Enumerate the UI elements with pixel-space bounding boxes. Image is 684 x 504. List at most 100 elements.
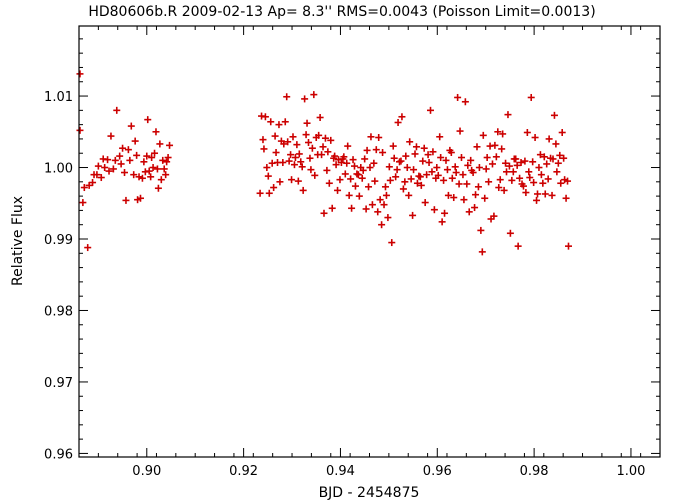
data-point (411, 150, 419, 158)
data-point (117, 160, 125, 168)
data-point (267, 118, 275, 126)
data-point (157, 176, 165, 184)
data-point (441, 209, 449, 217)
data-point (521, 157, 529, 165)
data-point (531, 134, 539, 142)
data-point (442, 156, 450, 164)
data-point (349, 156, 357, 164)
y-tick-label: 0.96 (44, 447, 73, 462)
y-tick-label: 0.98 (44, 304, 73, 319)
data-point (289, 133, 297, 141)
data-point (505, 162, 513, 170)
data-point (529, 158, 537, 166)
data-point (530, 179, 538, 187)
data-point (490, 212, 498, 220)
data-point (119, 144, 127, 152)
data-point (429, 148, 437, 156)
data-point (388, 239, 396, 247)
data-point (527, 93, 535, 101)
data-point (143, 152, 151, 160)
data-point (76, 126, 84, 134)
data-point (321, 134, 329, 142)
data-point (148, 154, 156, 162)
y-axis-label: Relative Flux (10, 196, 26, 286)
data-point (523, 128, 531, 136)
data-point (553, 168, 561, 176)
data-point (506, 229, 514, 237)
data-point (437, 154, 445, 162)
data-point (152, 128, 160, 136)
data-point (362, 205, 370, 213)
data-point (328, 204, 336, 212)
data-point (166, 141, 174, 149)
data-point (315, 131, 323, 139)
data-point (136, 194, 144, 202)
data-point (288, 176, 296, 184)
data-point (464, 161, 472, 169)
data-point (325, 179, 333, 187)
data-point (481, 194, 489, 202)
data-point (499, 130, 507, 138)
data-point (384, 214, 392, 222)
data-point (310, 91, 318, 99)
data-point (355, 192, 363, 200)
data-point (116, 152, 124, 160)
data-point (413, 179, 421, 187)
data-point (363, 146, 371, 154)
data-point (385, 163, 393, 171)
data-point (276, 178, 284, 186)
data-point (290, 161, 298, 169)
data-point (145, 167, 153, 175)
data-point (469, 169, 477, 177)
data-point (284, 138, 292, 146)
data-point (285, 157, 293, 165)
data-point (434, 171, 442, 179)
data-point (279, 159, 287, 167)
data-point (401, 178, 409, 186)
data-point (111, 156, 119, 164)
data-point (144, 116, 152, 124)
data-point (545, 135, 553, 143)
data-point (156, 140, 164, 148)
chart-title: HD80606b.R 2009-02-13 Ap= 8.3'' RMS=0.00… (88, 4, 595, 20)
data-point (386, 176, 394, 184)
data-point (455, 180, 463, 188)
data-point (93, 171, 101, 179)
data-point (535, 164, 543, 172)
data-point (105, 167, 113, 175)
data-point (482, 165, 490, 173)
data-point (488, 160, 496, 168)
data-point (301, 95, 309, 103)
data-point (151, 149, 159, 157)
data-point (552, 140, 560, 148)
x-tick-label: 0.98 (520, 464, 549, 479)
data-point (76, 70, 84, 78)
data-point (509, 168, 517, 176)
data-point (519, 182, 527, 190)
data-point (259, 136, 267, 144)
data-point (341, 170, 349, 178)
data-point (525, 168, 533, 176)
data-point (327, 136, 335, 144)
data-point (427, 106, 435, 114)
data-point (122, 196, 130, 204)
data-point (564, 242, 572, 250)
data-point (479, 131, 487, 139)
data-point (471, 204, 479, 212)
data-point (89, 179, 97, 187)
data-point (297, 158, 305, 166)
data-point (451, 163, 459, 171)
data-point (299, 186, 307, 194)
data-point (343, 159, 351, 167)
data-point (534, 190, 542, 198)
data-point (303, 119, 311, 127)
data-points (76, 70, 572, 256)
data-point (256, 189, 264, 197)
data-point (473, 143, 481, 151)
data-point (459, 171, 467, 179)
x-axis-label: BJD - 2454875 (319, 485, 420, 501)
data-point (508, 176, 516, 184)
data-point (324, 148, 332, 156)
data-point (316, 113, 324, 121)
data-point (536, 151, 544, 159)
